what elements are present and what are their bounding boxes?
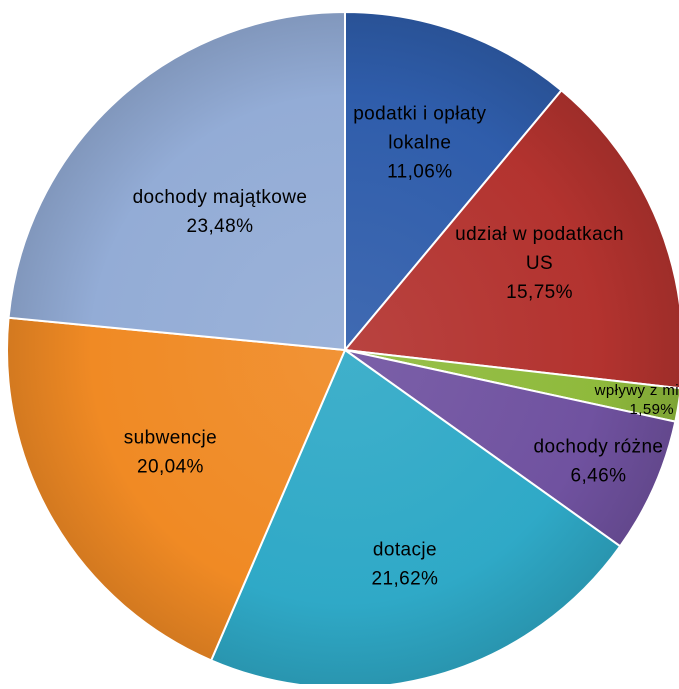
- slice-category-label: podatki i opłaty: [353, 103, 486, 124]
- pie-slice-3: [344, 349, 677, 548]
- slice-label-5: subwencje 20,04%: [124, 428, 217, 478]
- slice-value-label: 1,59%: [630, 401, 675, 418]
- pie-slice-1: [343, 88, 679, 390]
- pie-slice-5: [6, 316, 347, 662]
- slice-category-label: dochody różne: [534, 437, 664, 458]
- pie-slice-0: [344, 10, 563, 353]
- labels-layer: podatki i opłaty lokalne 11,06% udział w po…: [124, 103, 679, 589]
- slice-value-label: 21,62%: [372, 568, 439, 589]
- slice-category-label: lokalne: [388, 132, 451, 153]
- pie-slice-6: [7, 10, 346, 352]
- slice-label-2: wpływy z mienia 1,59%: [594, 382, 679, 418]
- slice-value-label: 20,04%: [137, 457, 204, 478]
- slice-category-label: udział w podatkach: [455, 224, 624, 245]
- slice-category-label: dochody majątkowe: [133, 187, 308, 208]
- slice-label-0: podatki i opłaty lokalne 11,06%: [353, 103, 486, 182]
- slice-value-label: 6,46%: [571, 466, 627, 487]
- slice-value-label: 11,06%: [387, 161, 452, 182]
- pie-slice-4: [209, 348, 622, 689]
- slice-label-3: dochody różne 6,46%: [534, 437, 664, 487]
- slice-category-label: US: [526, 253, 553, 274]
- slice-label-6: dochody majątkowe 23,48%: [133, 187, 308, 237]
- slice-label-1: udział w podatkach US 15,75%: [455, 224, 624, 303]
- slice-label-4: dotacje 21,62%: [372, 539, 439, 589]
- slices-layer: [6, 10, 679, 689]
- slice-value-label: 23,48%: [187, 216, 254, 237]
- slice-value-label: 15,75%: [506, 282, 573, 303]
- slice-category-label: subwencje: [124, 428, 217, 449]
- slice-category-label: dotacje: [373, 539, 437, 560]
- slice-category-label: wpływy z mienia: [594, 382, 679, 399]
